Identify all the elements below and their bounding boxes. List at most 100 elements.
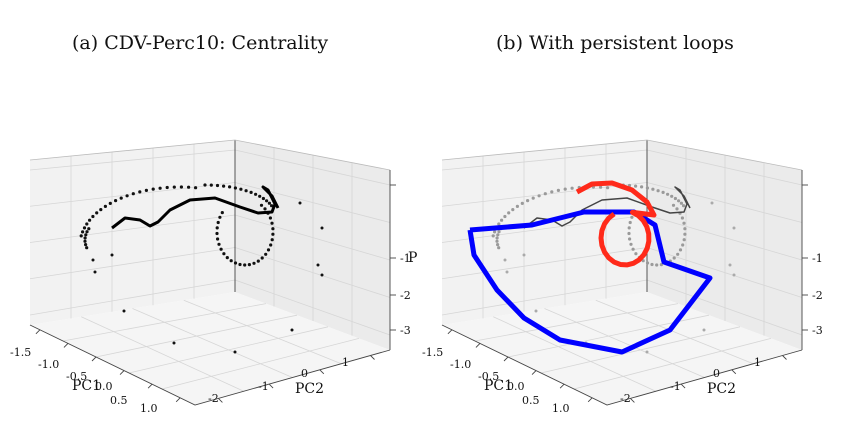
y-tick-label: -2 [208, 392, 219, 405]
data-point [158, 186, 162, 190]
x-tick-label: -1.5 [10, 346, 31, 359]
grid-line [29, 214, 236, 243]
tick-labels-a: -1.5 -1.0 -0.5 0.00.5 1.0 -2 -1 0 1 -1 -2 -3 PC1 PC2 P [10, 250, 417, 415]
data-point [209, 183, 213, 187]
x-tick [175, 397, 181, 403]
data-point [238, 262, 242, 267]
data-point [233, 261, 238, 265]
data-point [85, 222, 89, 226]
data-point [254, 192, 258, 196]
data-point [108, 201, 112, 205]
data-point [298, 201, 302, 205]
data-point [81, 230, 85, 234]
x-axis-label: PC1 [72, 378, 101, 394]
y-tick-label: 0 [301, 367, 308, 380]
data-point [165, 185, 169, 190]
y-tick [268, 383, 274, 389]
data-point [256, 259, 260, 263]
data-point [229, 259, 233, 263]
data-point [290, 328, 294, 332]
data-point [264, 252, 268, 256]
data-point [151, 187, 155, 191]
x-tick [91, 356, 97, 362]
axis-edge [29, 324, 391, 406]
data-point [216, 220, 220, 225]
x-tick-label: -1.0 [38, 358, 59, 371]
z-tick-label: -2 [400, 289, 411, 302]
data-point [215, 226, 219, 230]
data-point [203, 183, 207, 187]
x-tick [63, 343, 69, 348]
data-point [87, 227, 91, 231]
x-tick [147, 383, 153, 389]
data-point [265, 199, 269, 203]
data-point [84, 233, 88, 237]
data-point [269, 243, 273, 247]
data-point [82, 226, 87, 230]
data-point [218, 215, 222, 219]
x-tick-label: 0.0 [95, 380, 113, 393]
data-point [260, 256, 264, 260]
data-point [216, 237, 220, 241]
data-point [99, 208, 103, 212]
data-point [249, 190, 253, 194]
data-point [91, 258, 95, 262]
data-point [270, 221, 274, 225]
grid-line [234, 182, 391, 223]
z-tick-label: -1 [400, 252, 411, 265]
trajectory-line [111, 185, 280, 230]
data-point [259, 203, 264, 207]
data-point [225, 256, 229, 260]
data-point [83, 236, 87, 240]
data-point [91, 214, 95, 219]
data-point [266, 248, 271, 252]
y-tick-label: 1 [342, 356, 349, 369]
data-point [247, 263, 251, 267]
data-point [131, 192, 135, 196]
y-tick [218, 398, 223, 403]
y-axis-label: PC2 [295, 381, 324, 397]
data-point [138, 190, 142, 194]
data-point [258, 194, 262, 198]
grid-line [81, 316, 244, 392]
grid-line [29, 149, 236, 171]
data-point [93, 270, 97, 274]
data-point [110, 253, 114, 257]
data-point [194, 186, 198, 190]
grid-line [234, 279, 391, 336]
grid-line [132, 308, 293, 378]
data-point [252, 261, 256, 265]
caption-a: (a) CDV-Perc10: Centrality [72, 32, 329, 54]
floor-pane [30, 292, 390, 405]
x-tick [119, 370, 125, 375]
data-point [85, 246, 89, 250]
data-point [83, 239, 87, 243]
data-point [263, 207, 267, 211]
caption-b: (b) With persistent loops [496, 32, 734, 54]
grid-line [234, 149, 391, 186]
data-point [222, 252, 226, 256]
data-point [243, 263, 247, 267]
data-point [267, 201, 271, 205]
data-point [271, 232, 275, 236]
z-axis-label: P [408, 250, 417, 266]
data-point [144, 188, 148, 192]
marks-a [79, 183, 324, 354]
data-point [215, 183, 220, 188]
data-point [125, 194, 129, 198]
data-point [228, 185, 232, 189]
data-point [320, 273, 324, 277]
data-point [316, 263, 320, 267]
data-point [114, 199, 118, 203]
z-tick-label: -3 [400, 324, 411, 337]
x-tick-label: 0.5 [110, 394, 128, 407]
grid-line [29, 279, 236, 316]
y-tick [370, 355, 375, 360]
data-point [215, 231, 219, 236]
data-point [187, 185, 191, 189]
data-point [271, 227, 275, 231]
axes-frame-a [29, 139, 396, 406]
data-point [268, 216, 272, 220]
data-point [85, 230, 89, 234]
